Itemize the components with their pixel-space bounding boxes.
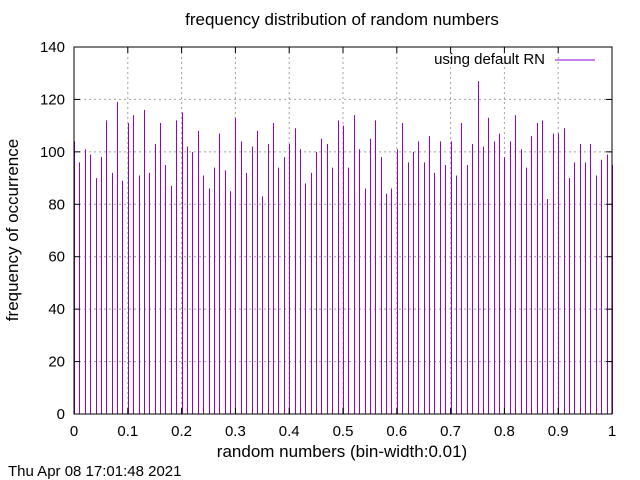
x-axis-label: random numbers (bin-width:0.01) (217, 442, 467, 461)
x-tick-label: 0.6 (386, 423, 407, 440)
x-tick-label: 0.2 (171, 423, 192, 440)
x-tick-label: 0.4 (279, 423, 300, 440)
legend-label: using default RN (434, 51, 545, 68)
y-tick-label: 100 (40, 144, 65, 161)
y-axis-label: frequency of occurrence (3, 139, 22, 321)
y-tick-label: 80 (48, 196, 65, 213)
x-tick-label: 0.5 (333, 423, 354, 440)
x-tick-label: 0.9 (548, 423, 569, 440)
x-tick-label: 0.7 (440, 423, 461, 440)
y-tick-label: 0 (57, 406, 65, 423)
x-tick-label: 1 (608, 423, 616, 440)
y-tick-label: 140 (40, 39, 65, 56)
chart-title: frequency distribution of random numbers (185, 10, 499, 29)
x-tick-label: 0.1 (117, 423, 138, 440)
ticks (73, 46, 613, 415)
timestamp: Thu Apr 08 17:01:48 2021 (8, 463, 181, 480)
y-tick-label: 120 (40, 91, 65, 108)
x-tick-label: 0 (70, 423, 78, 440)
legend: using default RN (434, 51, 595, 68)
y-tick-label: 40 (48, 301, 65, 318)
x-tick-label: 0.3 (225, 423, 246, 440)
bars (74, 81, 613, 414)
y-tick-label: 20 (48, 354, 65, 371)
y-tick-label: 60 (48, 249, 65, 266)
x-tick-labels: 0 0.1 0.2 0.3 0.4 0.5 0.6 0.7 0.8 0.9 1 (70, 423, 616, 440)
x-tick-label: 0.8 (494, 423, 515, 440)
y-tick-labels: 0 20 40 60 80 100 120 140 (40, 39, 65, 423)
